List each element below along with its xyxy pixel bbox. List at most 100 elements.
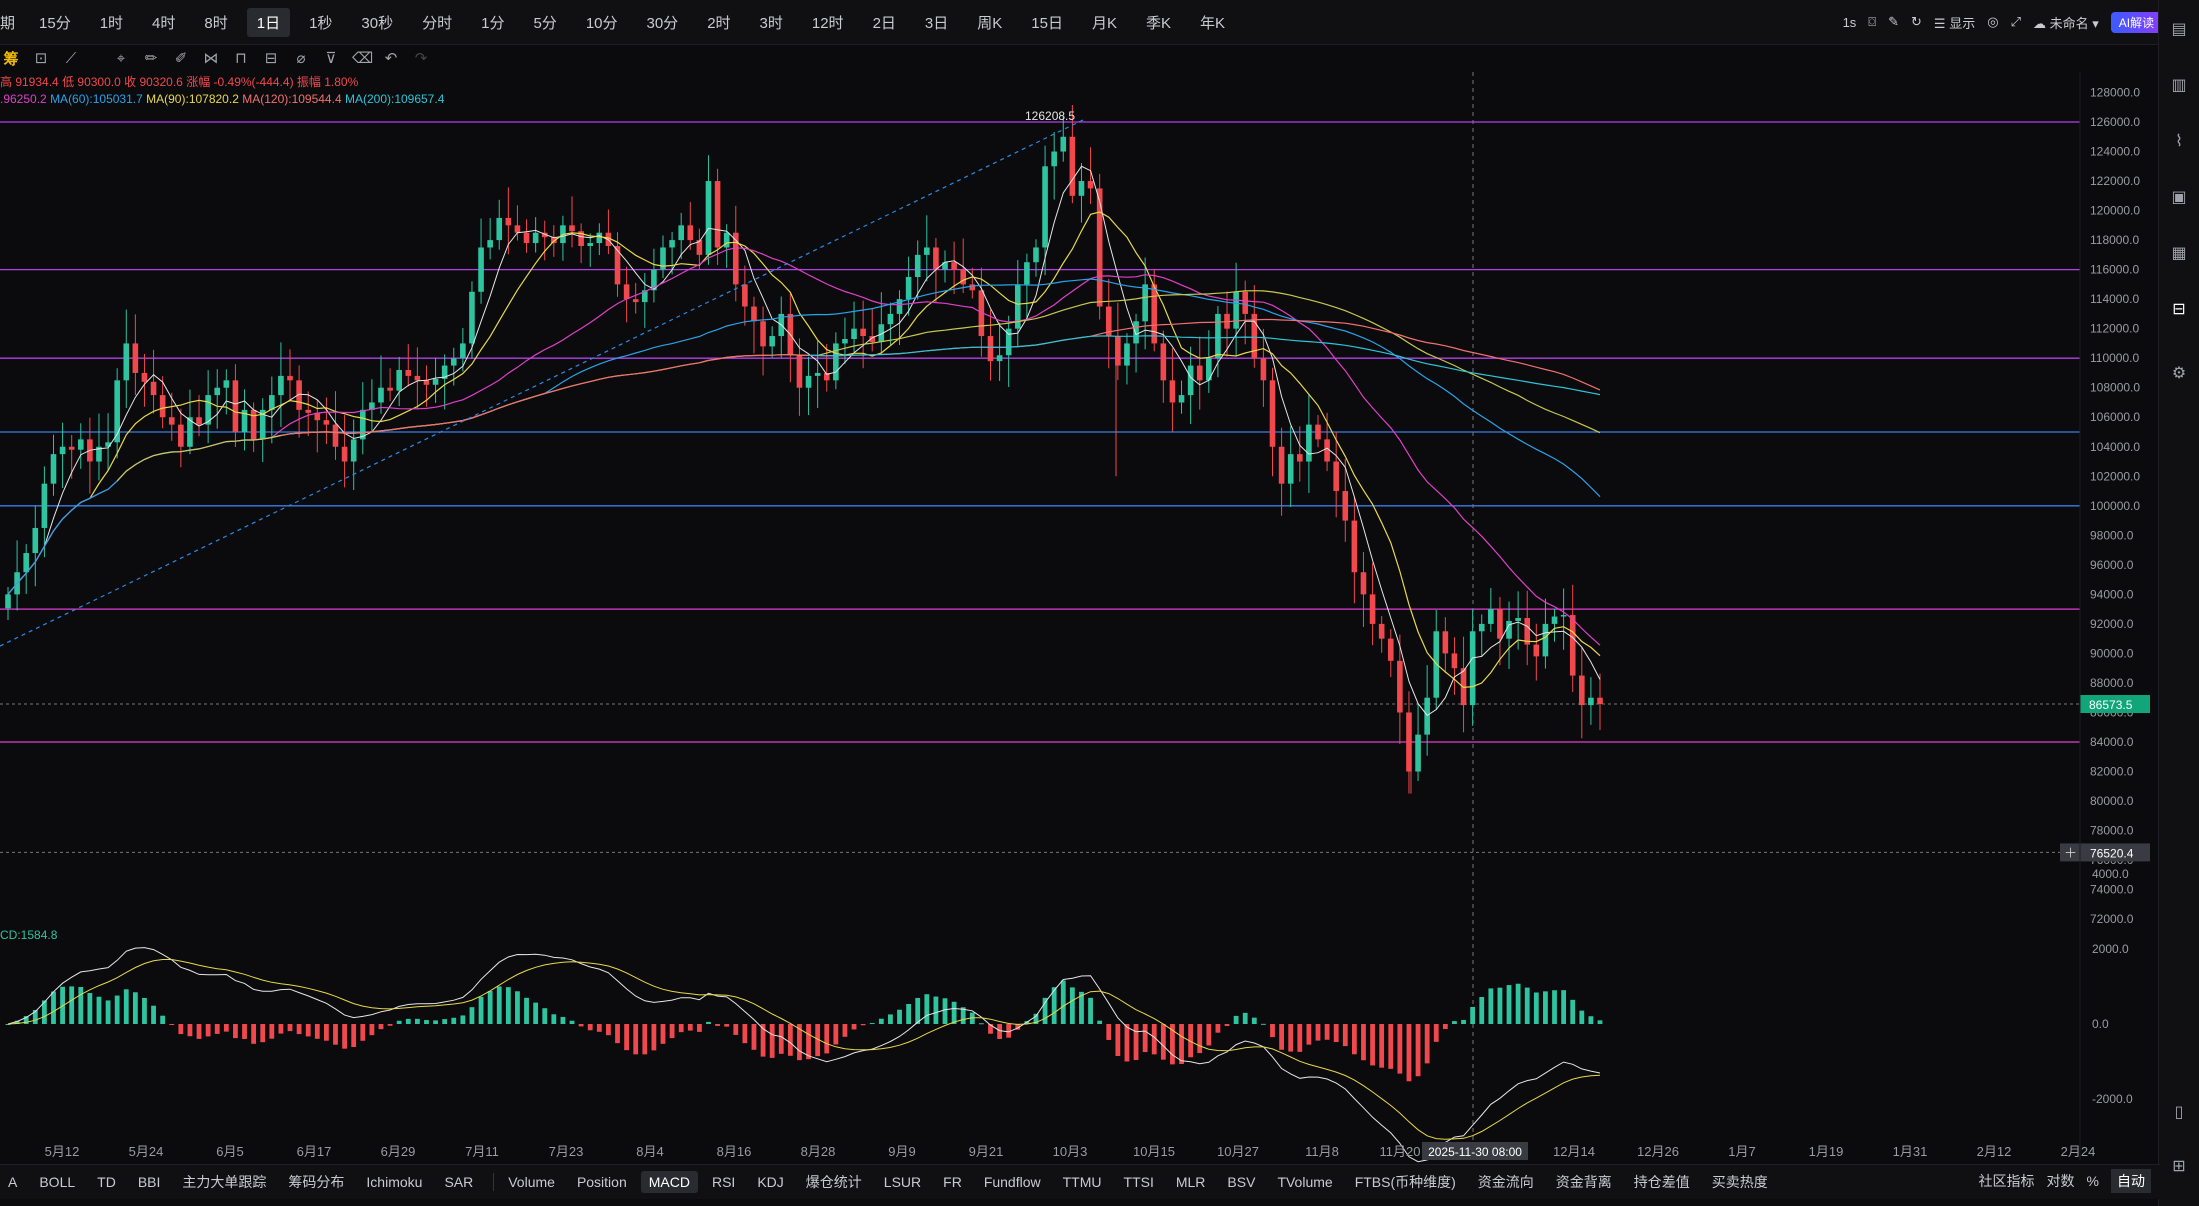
timeframe-2[interactable]: 1时 [99, 14, 124, 32]
timeframe-15[interactable]: 12时 [811, 14, 844, 32]
lock-icon[interactable]: ⊓ [235, 50, 247, 67]
indicator-9[interactable]: TTMU [1062, 1174, 1102, 1190]
calendar-icon[interactable]: ▦ [2171, 245, 2187, 262]
target-icon[interactable]: ◎ [1987, 14, 1999, 29]
indicator-14[interactable]: FTBS(币种维度) [1354, 1174, 1456, 1190]
candle-body [1515, 618, 1521, 621]
settings-icon[interactable]: ⚙ [2171, 365, 2187, 382]
refresh-icon[interactable]: ↻ [1911, 14, 1922, 29]
price-chart[interactable]: 128000.0 126000.0 124000.0 122000.0 120000.0… [0, 0, 2159, 1164]
display-button[interactable]: ☰ 显示 [1933, 15, 1976, 31]
indicator-0[interactable]: Volume [508, 1174, 555, 1190]
indicator-left-5[interactable]: 筹码分布 [288, 1174, 345, 1190]
macd-histogram-bar [396, 1020, 402, 1024]
redo-icon[interactable]: ↷ [414, 50, 428, 67]
panel-icon[interactable]: ▯ [2174, 1104, 2184, 1121]
gamepad-icon[interactable]: ⊟ [2172, 301, 2186, 318]
timeframe-5[interactable]: 1日 [246, 7, 291, 37]
timeframe-3[interactable]: 4时 [152, 14, 176, 32]
control-2[interactable]: % [2086, 1173, 2099, 1189]
indicator-10[interactable]: TTSI [1123, 1174, 1154, 1190]
indicator-left-1[interactable]: BOLL [39, 1174, 76, 1190]
ai-interpret-button[interactable]: AI解读 [2110, 11, 2163, 33]
timeframe-14[interactable]: 3时 [759, 14, 783, 32]
macd-histogram-bar [1006, 1024, 1012, 1038]
indicator-11[interactable]: MLR [1175, 1174, 1206, 1190]
indicator-5[interactable]: 爆仓统计 [805, 1174, 862, 1190]
control-3[interactable]: 自动 [2111, 1169, 2151, 1193]
save-icon[interactable]: ⊟ [264, 50, 278, 67]
timeframe-20[interactable]: 月K [1091, 14, 1117, 32]
timeframe-16[interactable]: 2日 [872, 14, 896, 32]
indicator-left-4[interactable]: 主力大单跟踪 [182, 1174, 267, 1190]
indicator-1[interactable]: Position [576, 1174, 627, 1190]
document-icon[interactable]: ▤ [2171, 21, 2187, 38]
indicator-13[interactable]: TVolume [1277, 1174, 1333, 1190]
control-0[interactable]: 社区指标 [1978, 1173, 2035, 1189]
cursor-icon[interactable]: ⌖ [116, 49, 126, 67]
timeframe-17[interactable]: 3日 [924, 14, 949, 32]
timeframe-19[interactable]: 15日 [1031, 14, 1063, 32]
paint-icon[interactable]: ✐ [174, 50, 188, 67]
indicator-17[interactable]: 持仓差值 [1633, 1174, 1690, 1190]
candle-body [314, 412, 321, 421]
indicator-4[interactable]: KDJ [757, 1174, 784, 1190]
macd-histogram-bar [1015, 1024, 1021, 1030]
candle-body [587, 243, 594, 246]
indicator-left-7[interactable]: SAR [444, 1174, 474, 1190]
indicator-left-3[interactable]: BBI [137, 1174, 161, 1190]
macd-histogram-bar [951, 1001, 957, 1024]
timeframe-22[interactable]: 年K [1199, 14, 1225, 32]
candle-body [1060, 136, 1067, 152]
indicator-icon[interactable]: ⊡ [34, 50, 48, 67]
indicator-15[interactable]: 资金流向 [1477, 1174, 1534, 1190]
timeframe-4[interactable]: 8时 [204, 14, 228, 32]
ohlc-high: 高 91934.4 [0, 75, 59, 89]
macd-histogram-bar [1133, 1024, 1139, 1061]
trash-icon[interactable]: ⌫ [352, 50, 374, 67]
candle-body [77, 439, 84, 450]
candle-body [141, 372, 148, 382]
grid-icon[interactable]: ⊞ [2172, 1158, 2186, 1175]
indicator-16[interactable]: 资金背离 [1555, 1174, 1612, 1190]
timeframe-1[interactable]: 15分 [39, 14, 71, 32]
pattern-icon[interactable]: ⋈ [203, 50, 219, 67]
indicator-left-2[interactable]: TD [97, 1174, 116, 1190]
fullscreen-icon[interactable]: ⤢ [2010, 14, 2021, 29]
timeframe-8[interactable]: 分时 [422, 14, 453, 32]
macd-histogram-bar [515, 991, 520, 1024]
magnet-icon[interactable]: ⌀ [296, 50, 306, 67]
chart-icon[interactable]: ⌇ [2175, 133, 2183, 150]
timeframe-6[interactable]: 1秒 [309, 14, 333, 32]
indicator-left-0[interactable]: A [8, 1174, 18, 1190]
brush-icon[interactable]: ✏ [144, 50, 158, 67]
candle-body [5, 594, 11, 609]
undo-icon[interactable]: ↶ [384, 50, 398, 67]
indicator-7[interactable]: FR [943, 1174, 962, 1190]
indicator-left-6[interactable]: Ichimoku [366, 1174, 423, 1190]
timeframe-0[interactable]: 期 [0, 14, 16, 32]
timeframe-7[interactable]: 30秒 [361, 14, 394, 32]
timeframe-21[interactable]: 季K [1145, 14, 1171, 32]
indicator-3[interactable]: RSI [711, 1174, 736, 1190]
indicator-6[interactable]: LSUR [883, 1174, 922, 1190]
indicator-8[interactable]: Fundflow [983, 1174, 1041, 1190]
book-icon[interactable]: ▣ [2171, 189, 2187, 206]
timeframe-12[interactable]: 30分 [646, 14, 679, 32]
timeframe-11[interactable]: 10分 [585, 14, 618, 32]
filter-icon[interactable]: ⊽ [325, 50, 337, 67]
indicator-18[interactable]: 买卖热度 [1711, 1174, 1768, 1190]
trendline-icon[interactable]: ⟋ [65, 49, 77, 67]
control-1[interactable]: 对数 [2046, 1173, 2075, 1189]
interval-selector[interactable]: 1s [1842, 14, 1857, 30]
indicator-2[interactable]: MACD [640, 1171, 698, 1193]
order-icon[interactable]: ▥ [2171, 77, 2187, 94]
indicator-12[interactable]: BSV [1227, 1174, 1256, 1190]
layout-selector[interactable]: ☁ 未命名 ▾ [2032, 15, 2099, 31]
timeframe-13[interactable]: 2时 [707, 14, 731, 32]
timeframe-9[interactable]: 1分 [481, 14, 505, 32]
timeframe-10[interactable]: 5分 [533, 14, 557, 32]
pencil-icon[interactable]: ✎ [1888, 14, 1900, 29]
timeframe-18[interactable]: 周K [977, 14, 1003, 32]
camera-icon[interactable]: ⌼ [1868, 14, 1877, 29]
